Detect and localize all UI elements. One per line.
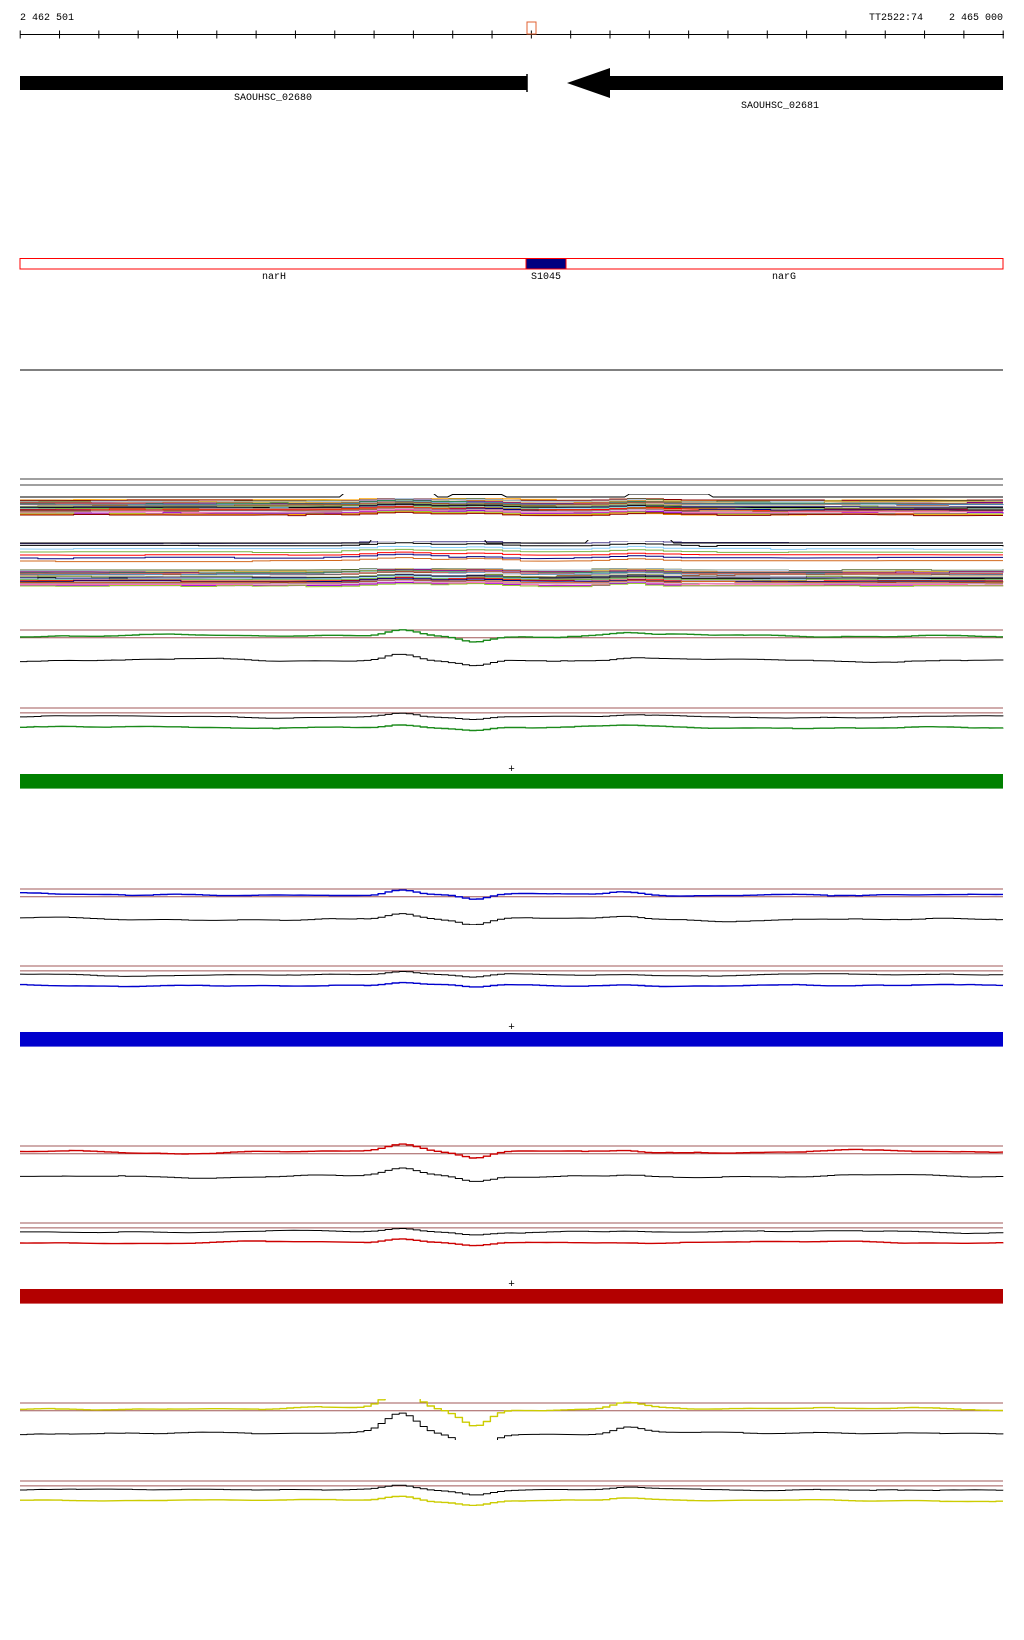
svg-text:+: + (508, 1279, 515, 1291)
svg-text:+: + (508, 1022, 515, 1034)
svg-text:+: + (508, 764, 515, 776)
